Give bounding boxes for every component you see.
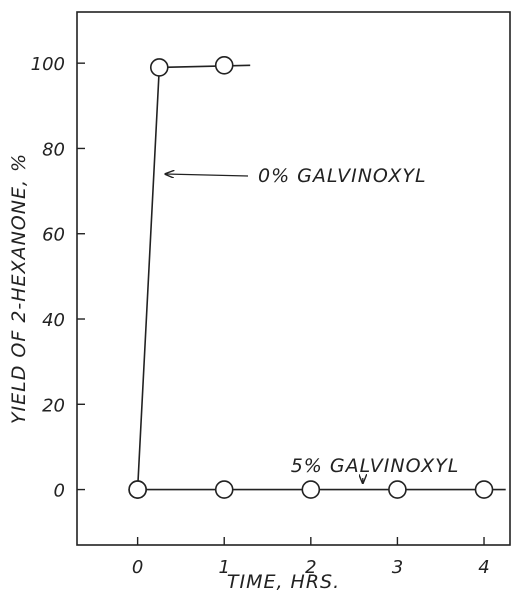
data-point xyxy=(214,480,234,499)
data-point xyxy=(388,480,407,499)
annotations: 0% GALVINOXYL 5% GALVINOXYL xyxy=(165,165,460,483)
tick-labels: 0 20 40 60 80 100 0 1 2 3 4 xyxy=(31,54,490,578)
y-tick-label: 0 xyxy=(54,481,65,502)
axis-ticks xyxy=(77,62,485,545)
annotation-arrow xyxy=(165,174,249,176)
data-point xyxy=(149,58,169,77)
y-tick-label: 80 xyxy=(42,139,65,160)
axes xyxy=(76,11,511,546)
data-point xyxy=(214,56,234,75)
data-point xyxy=(301,480,321,499)
data-point xyxy=(474,480,494,499)
x-tick-label: 0 xyxy=(132,557,143,578)
series-lines xyxy=(136,64,506,491)
annotation-label: 0% GALVINOXYL xyxy=(258,165,427,187)
data-point xyxy=(128,480,147,499)
y-tick-label: 100 xyxy=(31,54,65,75)
x-axis-title: TIME, HRS. xyxy=(227,571,340,593)
y-tick-label: 60 xyxy=(42,225,65,246)
x-tick-label: 3 xyxy=(392,557,403,578)
plot-frame xyxy=(76,11,511,546)
y-tick-label: 20 xyxy=(42,395,65,416)
annotation-label: 5% GALVINOXYL xyxy=(291,455,460,477)
x-tick-label: 4 xyxy=(478,557,489,578)
x-tick-label: 1 xyxy=(218,557,229,578)
series-markers xyxy=(128,56,494,499)
series-line-0 xyxy=(136,64,251,490)
y-axis-title: YIELD OF 2-HEXANONE, % xyxy=(8,153,30,424)
y-tick-label: 40 xyxy=(42,310,65,331)
x-tick-label: 2 xyxy=(305,557,316,578)
